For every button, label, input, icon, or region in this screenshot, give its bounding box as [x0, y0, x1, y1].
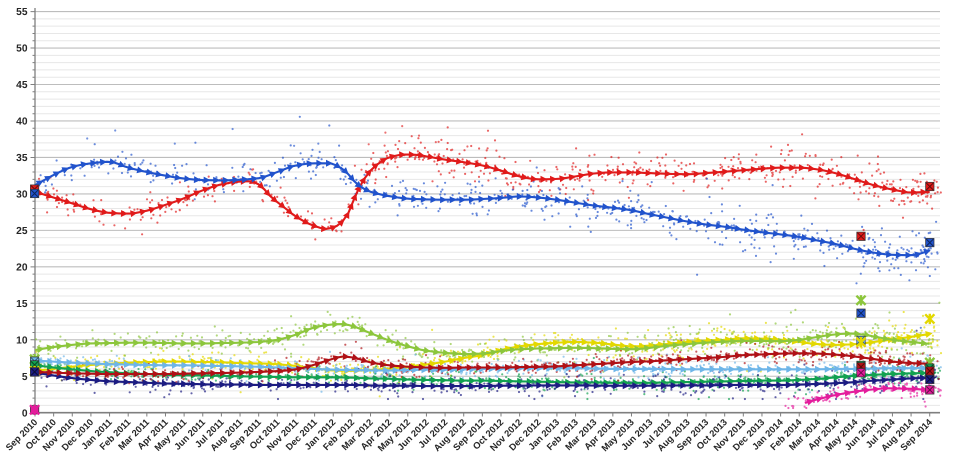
svg-text:55: 55 — [16, 7, 28, 18]
svg-text:50: 50 — [16, 44, 28, 55]
svg-text:30: 30 — [16, 190, 28, 201]
svg-text:35: 35 — [16, 153, 28, 164]
svg-text:5: 5 — [22, 372, 28, 383]
svg-text:15: 15 — [16, 299, 28, 310]
svg-text:25: 25 — [16, 226, 28, 237]
svg-text:0: 0 — [22, 408, 28, 419]
svg-text:20: 20 — [16, 262, 28, 273]
svg-text:10: 10 — [16, 335, 28, 346]
svg-text:45: 45 — [16, 80, 28, 91]
svg-text:40: 40 — [16, 117, 28, 128]
